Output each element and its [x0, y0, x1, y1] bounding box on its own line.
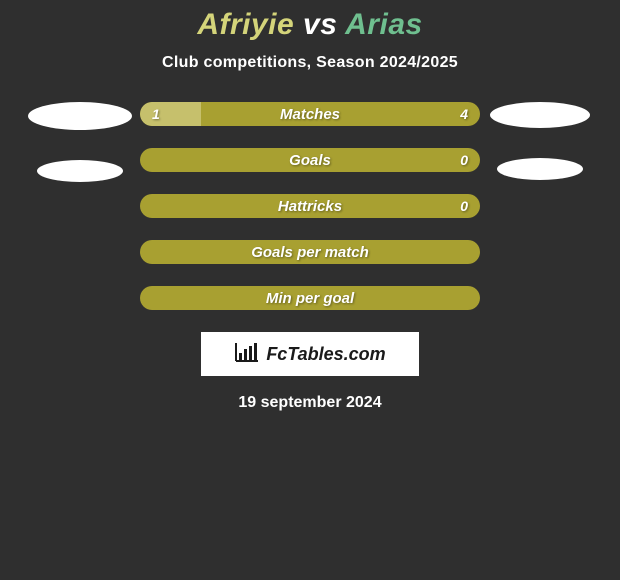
stat-bar-goals-per-match: Goals per match: [140, 240, 480, 264]
right-ellipse-1: [490, 102, 590, 128]
title-player2: Arias: [345, 8, 423, 41]
title-vs: vs: [303, 8, 337, 41]
logo-box: FcTables.com: [201, 332, 419, 376]
stat-right-value: 0: [460, 194, 468, 218]
page-title: Afriyie vs Arias: [197, 8, 422, 42]
stat-bar-matches: 1 Matches 4: [140, 102, 480, 126]
stat-bar-goals: Goals 0: [140, 148, 480, 172]
stat-label: Min per goal: [140, 286, 480, 310]
stat-right-value: 0: [460, 148, 468, 172]
left-ellipse-2: [37, 160, 123, 182]
right-side-col: [480, 102, 600, 180]
comparison-card: Afriyie vs Arias Club competitions, Seas…: [0, 0, 620, 580]
date-text: 19 september 2024: [238, 394, 381, 412]
chart-icon: [234, 341, 260, 368]
stats-column: 1 Matches 4 Goals 0 Hattricks 0 Goals pe…: [140, 102, 480, 310]
stat-label: Hattricks: [140, 194, 480, 218]
stat-bar-hattricks: Hattricks 0: [140, 194, 480, 218]
stat-label: Matches: [140, 102, 480, 126]
stat-bar-min-per-goal: Min per goal: [140, 286, 480, 310]
logo-text: FcTables.com: [266, 344, 385, 365]
subtitle: Club competitions, Season 2024/2025: [162, 54, 458, 72]
stat-label: Goals per match: [140, 240, 480, 264]
content-row: 1 Matches 4 Goals 0 Hattricks 0 Goals pe…: [0, 102, 620, 310]
title-player1: Afriyie: [197, 8, 294, 41]
stat-right-value: 4: [460, 102, 468, 126]
left-side-col: [20, 102, 140, 182]
right-ellipse-2: [497, 158, 583, 180]
left-ellipse-1: [28, 102, 132, 130]
stat-label: Goals: [140, 148, 480, 172]
